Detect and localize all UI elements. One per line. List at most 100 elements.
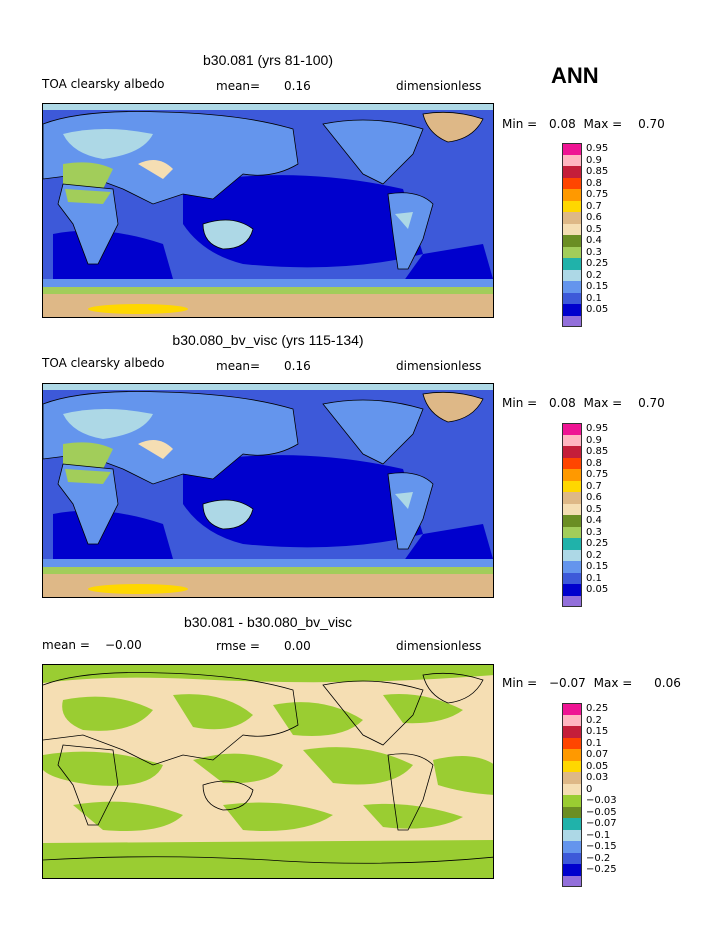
colorbar-swatch xyxy=(562,864,582,876)
colorbar-entry: −0.15 xyxy=(562,841,674,853)
colorbar-swatch xyxy=(562,292,582,304)
colorbar-label: 0.85 xyxy=(586,446,609,458)
colorbar-swatch xyxy=(562,143,582,155)
panel-3-rmse-value: 0.00 xyxy=(284,639,311,653)
colorbar-entry: 0.5 xyxy=(562,223,674,235)
colorbar-entry: −0.03 xyxy=(562,795,674,807)
colorbar-swatch xyxy=(562,595,582,607)
panel-3-max-value: 0.06 xyxy=(654,676,681,690)
colorbar-entry: −0.05 xyxy=(562,806,674,818)
panel-2-min-label: Min = xyxy=(502,396,538,410)
panel-1-minmax: Min = 0.08 Max = 0.70 xyxy=(502,117,665,131)
colorbar-entry: 0.1 xyxy=(562,737,674,749)
panel-2-mean-label: mean= xyxy=(216,359,261,373)
colorbar-label: 0.9 xyxy=(586,154,602,166)
colorbar-swatch xyxy=(562,749,582,761)
colorbar-entry: 0.15 xyxy=(562,281,674,293)
colorbar-swatch xyxy=(562,177,582,189)
panel-2-max-label: Max = xyxy=(583,396,623,410)
colorbar-swatch xyxy=(562,258,582,270)
colorbar-entry: 0.4 xyxy=(562,515,674,527)
colorbar-swatch xyxy=(562,875,582,887)
colorbar-swatch xyxy=(562,760,582,772)
colorbar-swatch xyxy=(562,235,582,247)
colorbar-swatch xyxy=(562,304,582,316)
colorbar-swatch xyxy=(562,446,582,458)
colorbar-swatch xyxy=(562,538,582,550)
colorbar-swatch xyxy=(562,166,582,178)
panel-2-mean-value: 0.16 xyxy=(284,359,311,373)
colorbar-entry: 0.7 xyxy=(562,480,674,492)
colorbar-label: 0.75 xyxy=(586,189,609,201)
colorbar-label: 0.4 xyxy=(586,235,602,247)
colorbar-swatch xyxy=(562,457,582,469)
colorbar-entry: 0.05 xyxy=(562,584,674,596)
panel-1-units: dimensionless xyxy=(396,79,482,93)
colorbar-swatch xyxy=(562,561,582,573)
panel-3-mean-label: mean = xyxy=(42,638,90,652)
colorbar-label: 0.7 xyxy=(586,480,602,492)
panel-1-min-label: Min = xyxy=(502,117,538,131)
colorbar-entry: 0.85 xyxy=(562,166,674,178)
colorbar-swatch xyxy=(562,572,582,584)
panel-2-minmax: Min = 0.08 Max = 0.70 xyxy=(502,396,665,410)
panel-2-map xyxy=(42,383,494,598)
colorbar-label: −0.07 xyxy=(586,818,617,830)
colorbar-entry: 0.15 xyxy=(562,561,674,573)
colorbar-label: −0.1 xyxy=(586,829,611,841)
colorbar-label: 0.4 xyxy=(586,515,602,527)
colorbar-entry: 0.15 xyxy=(562,726,674,738)
panel-1-map xyxy=(42,103,494,318)
colorbar-swatch xyxy=(562,829,582,841)
colorbar-label: 0.95 xyxy=(586,143,609,155)
colorbar-entry: 0.5 xyxy=(562,503,674,515)
colorbar-entry: 0.25 xyxy=(562,258,674,270)
colorbar-entry xyxy=(562,315,674,327)
colorbar-label: 0.6 xyxy=(586,492,602,504)
colorbar-entry xyxy=(562,595,674,607)
colorbar-swatch xyxy=(562,703,582,715)
colorbar-label: −0.15 xyxy=(586,841,617,853)
colorbar-swatch xyxy=(562,434,582,446)
colorbar-swatch xyxy=(562,492,582,504)
colorbar-swatch xyxy=(562,423,582,435)
colorbar-label: 0.8 xyxy=(586,177,602,189)
colorbar-label: 0.15 xyxy=(586,726,609,738)
colorbar-entry: 0.2 xyxy=(562,269,674,281)
colorbar-swatch xyxy=(562,503,582,515)
panel-1-title: b30.081 (yrs 81-100) xyxy=(203,52,333,68)
panel-3-max-label: Max = xyxy=(593,676,633,690)
colorbar-label: 0.75 xyxy=(586,469,609,481)
colorbar-entry: 0.3 xyxy=(562,526,674,538)
colorbar-entry: 0.4 xyxy=(562,235,674,247)
colorbar-swatch xyxy=(562,714,582,726)
panel-2-max-value: 0.70 xyxy=(638,396,665,410)
colorbar-label: 0.2 xyxy=(586,269,602,281)
colorbar-entry: 0.95 xyxy=(562,143,674,155)
colorbar-label: 0.2 xyxy=(586,549,602,561)
colorbar-entry xyxy=(562,875,674,887)
panel-2-title: b30.080_bv_visc (yrs 115-134) xyxy=(172,332,364,348)
colorbar-label: 0.95 xyxy=(586,423,609,435)
colorbar-label: 0.15 xyxy=(586,561,609,573)
colorbar-entry: 0.7 xyxy=(562,200,674,212)
colorbar-entry: 0.05 xyxy=(562,304,674,316)
season-label: ANN xyxy=(551,63,599,88)
colorbar-label: −0.05 xyxy=(586,806,617,818)
colorbar-swatch xyxy=(562,189,582,201)
colorbar-entry: 0.6 xyxy=(562,492,674,504)
colorbar-entry: 0.85 xyxy=(562,446,674,458)
panel-3-title: b30.081 - b30.080_bv_visc xyxy=(183,614,353,630)
colorbar-label: 0.25 xyxy=(586,258,609,270)
panel-3-rmse-label: rmse = xyxy=(216,639,260,653)
colorbar-entry: 0.75 xyxy=(562,469,674,481)
panel-3-map xyxy=(42,664,494,879)
colorbar-swatch xyxy=(562,246,582,258)
panel-2-colorbar: 0.95 0.9 0.85 0.8 0.75 0.7 0.6 0.5 0.4 0.3 0.25 0.2… xyxy=(562,423,674,607)
colorbar-label: 0.8 xyxy=(586,457,602,469)
colorbar-label: −0.03 xyxy=(586,795,617,807)
colorbar-swatch xyxy=(562,795,582,807)
panel-3-minmax: Min = −0.07 Max = 0.06 xyxy=(502,676,681,690)
colorbar-swatch xyxy=(562,818,582,830)
colorbar-entry: 0.9 xyxy=(562,434,674,446)
